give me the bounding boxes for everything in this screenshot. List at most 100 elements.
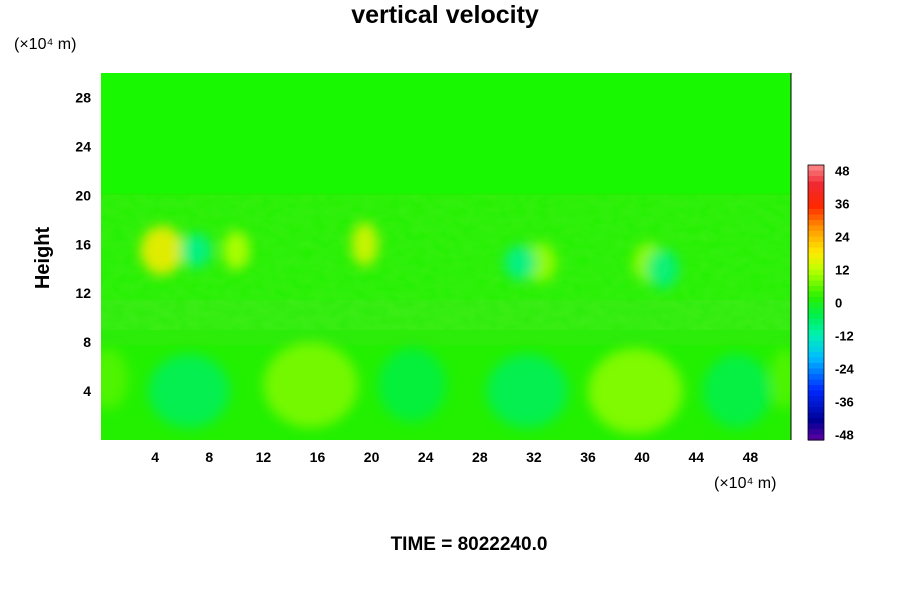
velocity-feature-8 [263,342,359,428]
colorbar-segment [808,253,824,260]
colorbar-segment [808,368,824,375]
velocity-feature-7 [646,249,679,289]
x-tick-label: 4 [151,449,159,465]
velocity-feature-12 [703,354,771,428]
colorbar-tick-label: -12 [835,329,854,344]
colorbar-segment [808,247,824,254]
colorbar-segment [808,176,824,183]
velocity-feature-9 [588,348,683,434]
velocity-feature-13 [378,348,447,422]
colorbar-segment [808,429,824,436]
colorbar-segment [808,324,824,331]
colorbar-segment [808,407,824,414]
time-label: TIME = 8022240.0 [391,534,548,555]
colorbar-tick-label: 48 [835,164,849,179]
x-tick-label: 32 [526,449,542,465]
velocity-feature-2 [351,222,379,267]
y-tick-label: 8 [83,334,91,350]
colorbar-segment [808,412,824,419]
y-tick-label: 4 [83,383,91,399]
colorbar-segment [808,308,824,315]
colorbar-segment [808,225,824,232]
colorbar-segment [808,379,824,386]
colorbar-segment [808,187,824,194]
colorbar-segment [808,258,824,265]
velocity-feature-6 [504,245,537,280]
x-tick-label: 16 [310,449,326,465]
colorbar-segment [808,214,824,221]
colorbar-segment [808,374,824,381]
colorbar-segment [808,220,824,227]
colorbar-segment [808,434,824,441]
colorbar-segment [808,302,824,309]
colorbar-segment [808,363,824,370]
colorbar-segment [808,280,824,287]
colorbar-segment [808,319,824,326]
colorbar-segment [808,165,824,172]
x-tick-label: 44 [689,449,705,465]
velocity-feature-5 [179,233,212,268]
colorbar-tick-label: 12 [835,263,849,278]
colorbar-segment [808,291,824,298]
colorbar-segment [808,286,824,293]
colorbar-segment [808,275,824,282]
colorbar-tick-label: 36 [835,197,849,212]
colorbar-segment [808,418,824,425]
colorbar-tick-label: -36 [835,395,854,410]
colorbar-segment [808,236,824,243]
colorbar-segment [808,335,824,342]
colorbar-segment [808,423,824,430]
y-tick-label: 20 [75,187,91,203]
y-tick-label: 28 [75,89,91,105]
x-tick-label: 36 [580,449,596,465]
colorbar-segment [808,209,824,216]
colorbar-tick-label: -24 [835,362,855,377]
x-tick-label: 48 [743,449,759,465]
y-ticks: 4 8 12 16 20 24 28 [75,89,91,399]
colorbar-segment [808,346,824,353]
colorbar-segment [808,396,824,403]
colorbar-segment [808,264,824,271]
y-tick-label: 16 [75,236,91,252]
x-tick-label: 24 [418,449,434,465]
colorbar-segment [808,192,824,199]
plot-area [101,73,791,440]
x-tick-label: 12 [256,449,272,465]
colorbar-segment [808,352,824,359]
colorbar-segment [808,231,824,238]
colorbar-segment [808,390,824,397]
velocity-feature-10 [148,354,230,428]
colorbar-segment [808,385,824,392]
velocity-features [101,222,791,434]
x-ticks: 4 8 12 16 20 24 28 32 36 40 44 48 [151,449,758,465]
colorbar: 48 36 24 12 0 -12 -24 -36 -48 [807,164,855,443]
colorbar-segment [808,170,824,177]
x-tick-label: 40 [634,449,650,465]
colorbar-segment [808,341,824,348]
colorbar-segment [808,242,824,249]
y-axis-unit: (×10⁴ m) [14,36,76,53]
colorbar-segment [808,203,824,210]
velocity-feature-0 [140,225,184,275]
colorbar-segment [808,330,824,337]
colorbar-segment [808,401,824,408]
x-tick-label: 8 [205,449,213,465]
colorbar-segment [808,198,824,205]
velocity-feature-15 [770,348,791,410]
colorbar-segment [808,313,824,320]
y-tick-label: 24 [75,138,91,154]
colorbar-segment [808,357,824,364]
x-tick-label: 28 [472,449,488,465]
colorbar-segment [808,297,824,304]
colorbar-tick-label: -48 [835,428,854,443]
velocity-feature-14 [101,348,129,410]
y-axis-label: Height [32,227,54,290]
colorbar-tick-label: 24 [835,230,850,245]
colorbar-segment [808,269,824,276]
chart-title: vertical velocity [351,1,539,29]
velocity-feature-1 [222,230,250,270]
upper-field-band [101,73,791,193]
velocity-feature-11 [486,354,568,428]
y-tick-label: 12 [75,285,91,301]
